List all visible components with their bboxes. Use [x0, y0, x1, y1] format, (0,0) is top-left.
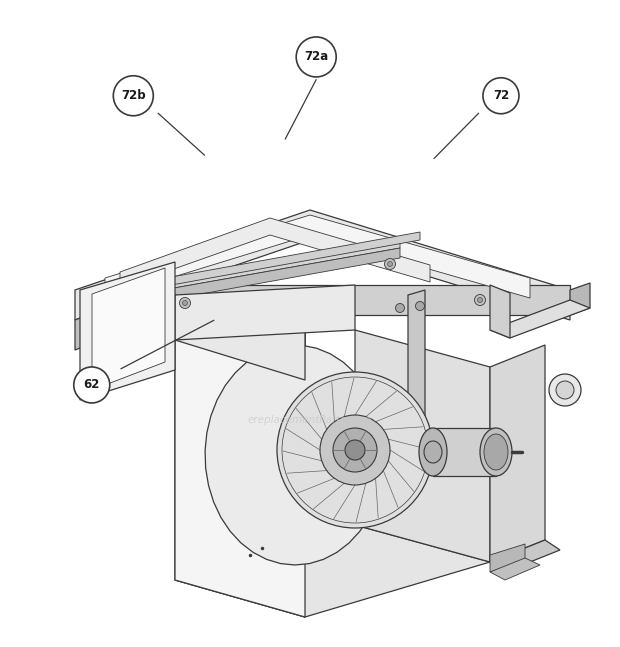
Ellipse shape [419, 428, 447, 476]
Text: ereplacementParts.com: ereplacementParts.com [248, 415, 372, 425]
Text: 62: 62 [84, 378, 100, 391]
Polygon shape [570, 283, 590, 315]
Circle shape [415, 302, 425, 311]
Ellipse shape [484, 434, 508, 470]
Polygon shape [490, 544, 525, 572]
Polygon shape [165, 285, 570, 315]
Circle shape [396, 303, 404, 313]
Polygon shape [490, 300, 590, 338]
Polygon shape [175, 295, 305, 380]
Circle shape [477, 298, 482, 303]
Polygon shape [175, 295, 305, 617]
Text: 72a: 72a [304, 50, 329, 63]
Ellipse shape [424, 441, 442, 463]
Polygon shape [155, 232, 420, 288]
Ellipse shape [480, 428, 512, 476]
Circle shape [74, 367, 110, 403]
Text: 72b: 72b [121, 89, 146, 102]
Polygon shape [120, 218, 430, 288]
Circle shape [182, 300, 187, 305]
Circle shape [556, 381, 574, 399]
Polygon shape [140, 248, 400, 305]
Polygon shape [490, 345, 545, 562]
Polygon shape [92, 268, 165, 390]
Circle shape [435, 465, 445, 475]
Circle shape [483, 78, 519, 114]
Polygon shape [75, 210, 570, 320]
Circle shape [474, 294, 485, 305]
Circle shape [549, 374, 581, 406]
Polygon shape [408, 415, 425, 430]
Polygon shape [75, 285, 165, 350]
Circle shape [113, 76, 153, 116]
Polygon shape [355, 330, 490, 562]
Circle shape [333, 428, 377, 472]
Polygon shape [205, 345, 385, 565]
Polygon shape [433, 428, 496, 476]
Polygon shape [80, 262, 175, 400]
Polygon shape [105, 215, 530, 298]
Text: 72: 72 [493, 89, 509, 102]
Circle shape [384, 259, 396, 270]
Polygon shape [408, 290, 425, 425]
Polygon shape [490, 285, 510, 338]
Circle shape [180, 298, 190, 309]
Polygon shape [140, 240, 400, 294]
Polygon shape [490, 540, 560, 572]
Circle shape [388, 261, 392, 267]
Polygon shape [490, 558, 540, 580]
Circle shape [320, 415, 390, 485]
Circle shape [277, 372, 433, 528]
Polygon shape [175, 525, 490, 617]
Circle shape [296, 37, 336, 77]
Circle shape [345, 440, 365, 460]
Polygon shape [175, 295, 305, 617]
Polygon shape [175, 285, 355, 340]
Circle shape [438, 468, 442, 472]
